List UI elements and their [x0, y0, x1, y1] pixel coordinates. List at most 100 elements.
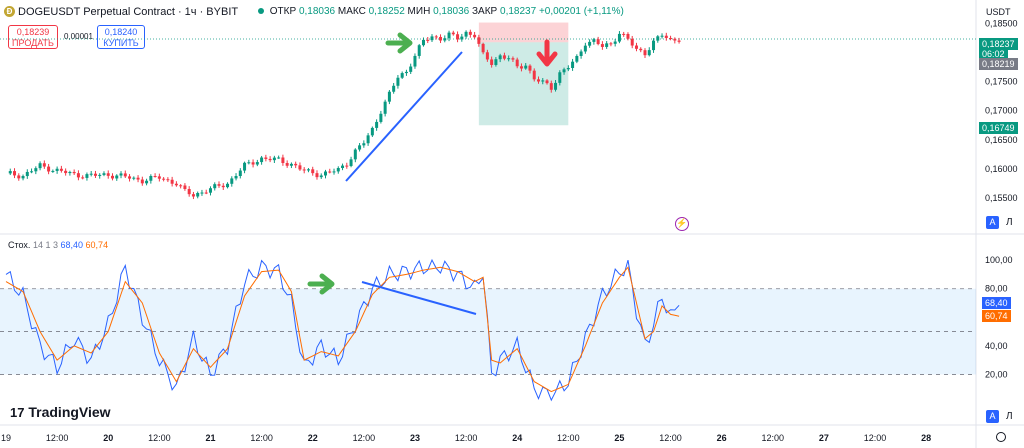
candle-body: [111, 175, 114, 179]
stoch-tick-label: 80,00: [985, 284, 1008, 294]
candle-body: [302, 169, 306, 171]
candle-body: [617, 33, 621, 42]
time-tick-label: 28: [921, 433, 931, 443]
candle-body: [379, 113, 383, 122]
candle-body: [64, 170, 68, 174]
candle-body: [234, 176, 238, 179]
time-tick-label: 12:00: [148, 433, 171, 443]
candle-body: [85, 174, 89, 178]
candle-body: [519, 66, 523, 69]
time-tick-label: 21: [205, 433, 215, 443]
candle-body: [400, 73, 404, 78]
candle-body: [106, 173, 110, 176]
candle-body: [349, 159, 353, 166]
candle-body: [319, 175, 323, 178]
candle-body: [187, 189, 191, 195]
stoch-lines: [5, 258, 680, 402]
candle-body: [306, 169, 310, 171]
candle-body: [515, 59, 519, 67]
candle-body: [439, 36, 443, 41]
candle-body: [255, 162, 259, 165]
candle-body: [592, 39, 596, 42]
log-scale-button-price[interactable]: Л: [1006, 217, 1013, 228]
candle-body: [443, 38, 447, 41]
time-tick-label: 12:00: [762, 433, 785, 443]
trade-zone: [0, 22, 976, 126]
sell-label: ПРОДАТЬ: [12, 38, 54, 48]
candle-body: [34, 168, 38, 172]
stoch-tick-label: 100,00: [985, 255, 1013, 265]
candle-body: [605, 43, 609, 47]
candle-body: [217, 184, 221, 186]
candle-body: [162, 178, 166, 180]
currency-label[interactable]: USDT: [986, 7, 1011, 17]
lightning-alert-icon[interactable]: ⚡: [675, 217, 689, 231]
time-tick-label: 12:00: [353, 433, 376, 443]
candle-body: [477, 37, 481, 44]
candle-body: [417, 45, 421, 56]
settings-gear-icon[interactable]: [996, 432, 1006, 442]
candle-body: [669, 37, 673, 39]
candle-body: [494, 59, 498, 65]
sell-button[interactable]: 0,18239 ПРОДАТЬ: [8, 25, 58, 49]
candle-body: [204, 192, 208, 194]
time-tick-label: 12:00: [864, 433, 887, 443]
candle-body: [460, 36, 464, 40]
candle-body: [277, 157, 281, 159]
target-price-tag: 0,16749: [979, 122, 1018, 134]
tv-logo-text: TradingView: [28, 404, 111, 420]
candle-body: [123, 173, 127, 177]
last-price-tag: 0,18237: [979, 38, 1018, 50]
candle-body: [311, 169, 315, 174]
candle-body: [421, 39, 425, 46]
stoch-legend[interactable]: Стох. 14 1 3 68,40 60,74: [8, 240, 108, 250]
candle-body: [51, 170, 55, 172]
time-tick-label: 12:00: [455, 433, 478, 443]
candle-body: [102, 173, 106, 175]
price-tick-label: 0,15500: [985, 193, 1018, 203]
candle-body: [264, 157, 268, 159]
candle-body: [485, 52, 489, 60]
axes: 0,18500 0,17500 0,17000 0,16500 0,16000 0,155…: [1, 19, 1018, 443]
stoch-k-line: [5, 258, 680, 402]
auto-scale-button-stoch[interactable]: A: [986, 410, 999, 423]
candle-body: [243, 162, 247, 171]
candle-body: [17, 175, 21, 179]
candle-body: [81, 177, 85, 179]
time-tick-label: 26: [717, 433, 727, 443]
candle-body: [166, 179, 170, 181]
candle-body: [490, 59, 494, 65]
candle-body: [652, 40, 656, 51]
candles: [8, 29, 681, 200]
open-value: 0,18036: [298, 6, 336, 17]
log-scale-button-stoch[interactable]: Л: [1006, 411, 1013, 422]
time-tick-label: 22: [308, 433, 318, 443]
time-tick-label: 12:00: [46, 433, 69, 443]
auto-scale-button-price[interactable]: A: [986, 216, 999, 229]
candle-body: [213, 184, 217, 189]
candle-body: [596, 39, 600, 45]
candle-body: [387, 91, 391, 102]
symbol-title[interactable]: DOGEUSDT Perpetual Contract · 1ч · BYBIT: [18, 6, 239, 18]
stoch-params: 14 1 3: [32, 240, 58, 250]
candle-body: [643, 50, 647, 56]
candle-body: [30, 171, 34, 173]
candle-body: [208, 188, 212, 193]
candle-body: [537, 79, 540, 82]
candle-body: [634, 45, 638, 49]
candle-body: [660, 35, 664, 37]
candle-body: [183, 185, 187, 190]
candle-body: [332, 171, 336, 173]
candle-body: [8, 171, 12, 174]
candle-body: [498, 55, 502, 60]
candle-body: [76, 173, 80, 178]
buy-label: КУПИТЬ: [103, 38, 139, 48]
countdown-tag: 06:02: [979, 48, 1008, 60]
stoch-d-line: [5, 266, 680, 393]
annotations: [307, 32, 558, 315]
stop-loss-zone: [478, 22, 569, 43]
buy-button[interactable]: 0,18240 КУПИТЬ: [97, 25, 145, 49]
candle-body: [13, 171, 17, 176]
